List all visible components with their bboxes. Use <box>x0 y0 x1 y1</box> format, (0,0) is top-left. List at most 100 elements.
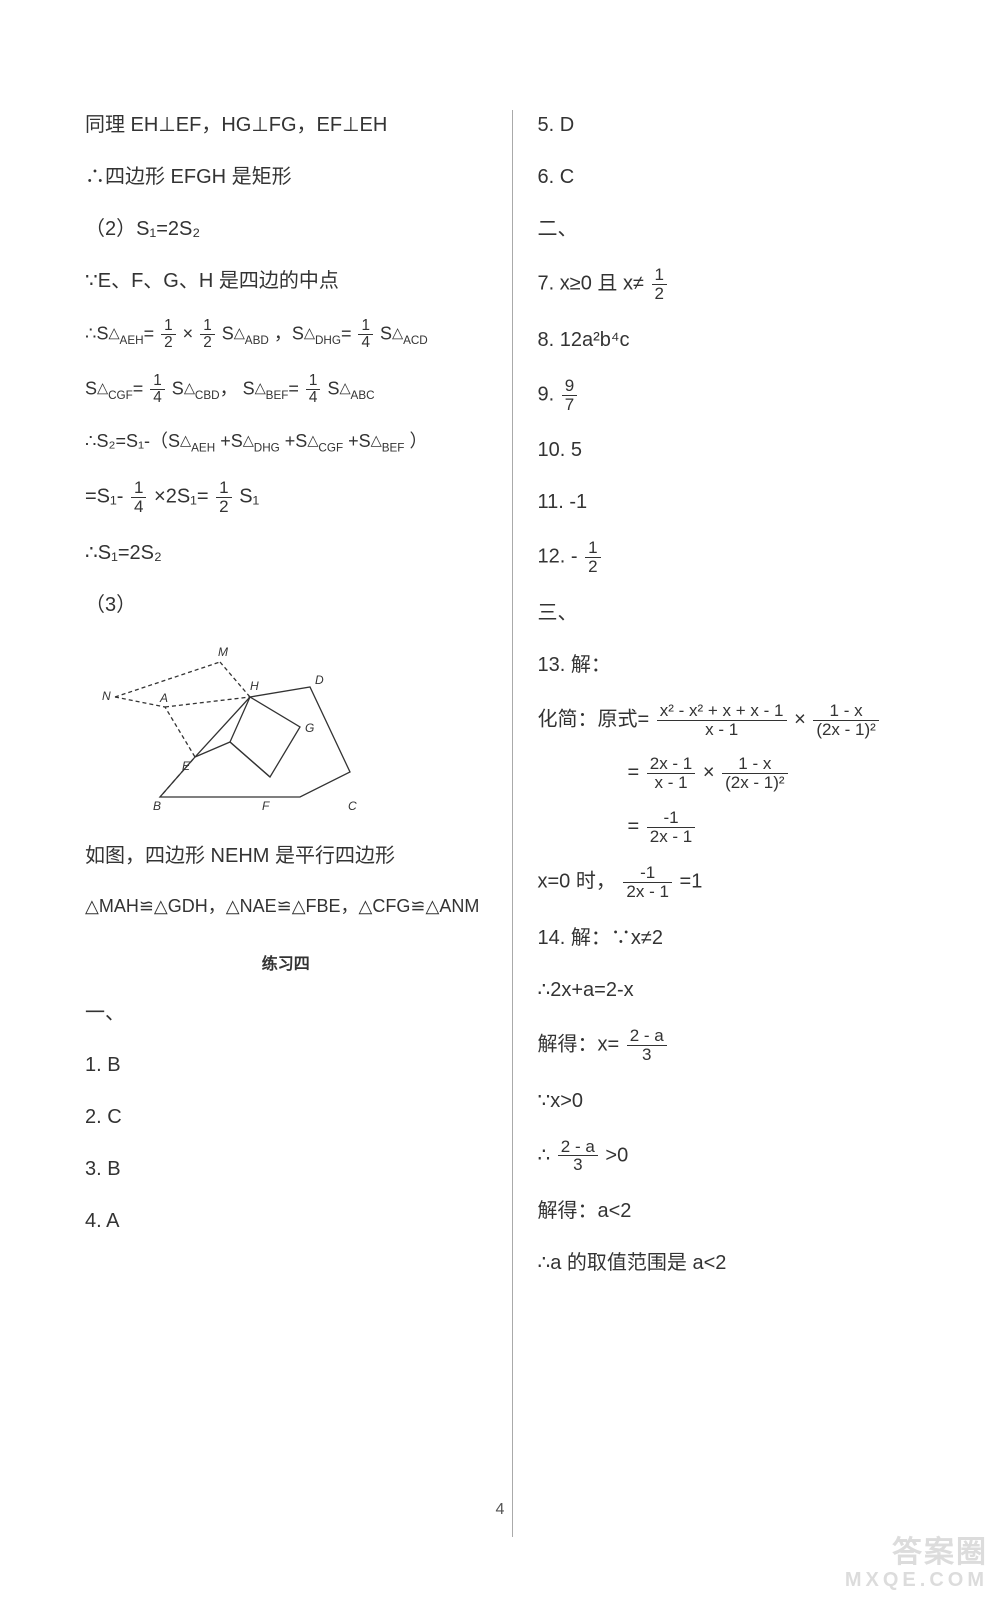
tok: 9. <box>538 383 560 405</box>
sub: CBD <box>195 389 220 402</box>
fig-label-c: C <box>348 799 357 812</box>
tok: ，S <box>274 323 304 343</box>
tok: x=0 时， <box>538 871 616 893</box>
text-line: ∴S₁=2S₂ <box>85 538 487 568</box>
tok: ） <box>409 431 427 451</box>
answer-line: 12. - 12 <box>538 539 941 576</box>
sub: ABD <box>245 334 269 347</box>
text-line: ∵x>0 <box>538 1086 941 1116</box>
num: 1 <box>585 539 600 558</box>
den: x - 1 <box>647 774 696 792</box>
sub: CGF <box>108 389 133 402</box>
text-line: ∴a 的取值范围是 a<2 <box>538 1248 941 1278</box>
sub: BEF <box>382 442 405 455</box>
answer-line: 2. C <box>85 1102 487 1132</box>
sub: BEF <box>266 389 289 402</box>
fig-label-n: N <box>102 689 111 703</box>
text-line: 同理 EH⊥EF，HG⊥FG，EF⊥EH <box>85 110 487 140</box>
num: -1 <box>647 809 696 828</box>
tok: ∴S <box>85 323 108 343</box>
section-heading: 一、 <box>85 998 487 1028</box>
den: 3 <box>558 1156 598 1174</box>
sub: DHG <box>315 334 341 347</box>
tok: × <box>794 709 806 731</box>
den: 2 <box>161 335 176 351</box>
tok: ×2S₁= <box>154 486 209 508</box>
answer-line: 11. -1 <box>538 487 941 517</box>
den: 3 <box>627 1046 667 1064</box>
den: x - 1 <box>657 721 787 739</box>
num: 2x - 1 <box>647 755 696 774</box>
right-column: 5. D 6. C 二、 7. x≥0 且 x≠ 12 8. 12a²b⁴c 9… <box>513 110 941 1537</box>
num: 1 <box>150 373 165 390</box>
tok: ∴ <box>538 1144 551 1166</box>
answer-line: 5. D <box>538 110 941 140</box>
tok: × <box>183 323 194 343</box>
answer-line: 3. B <box>85 1154 487 1184</box>
fig-label-b: B <box>153 799 161 812</box>
text-line: △MAH≌△GDH，△NAE≌△FBE，△CFG≌△ANM <box>85 893 487 920</box>
den: 2 <box>216 498 231 516</box>
page-number: 4 <box>496 1501 505 1519</box>
den: 2x - 1 <box>623 883 672 901</box>
tok: 7. x≥0 且 x≠ <box>538 273 644 295</box>
den: 4 <box>150 390 165 406</box>
num: 1 <box>306 373 321 390</box>
equation-line: = -12x - 1 <box>538 809 941 846</box>
den: 7 <box>562 396 577 414</box>
page: 同理 EH⊥EF，HG⊥FG，EF⊥EH ∴四边形 EFGH 是矩形 （2）S₁… <box>0 0 1000 1597</box>
sub: ABC <box>351 389 375 402</box>
fig-label-a: A <box>159 691 168 705</box>
tok: +S <box>348 431 371 451</box>
num: 1 <box>216 479 231 498</box>
equation-line: 化简：原式= x² - x² + x + x - 1x - 1 × 1 - x(… <box>538 702 941 739</box>
den: (2x - 1)² <box>722 774 788 792</box>
fig-label-f: F <box>262 799 270 812</box>
equation-line: 解得：x= 2 - a3 <box>538 1027 941 1064</box>
den: 2 <box>200 335 215 351</box>
equation-line: S△CGF= 14 S△CBD， S△BEF= 14 S△ABC <box>85 373 487 406</box>
text-line: ∵E、F、G、H 是四边的中点 <box>85 266 487 296</box>
fig-label-h: H <box>250 679 259 693</box>
text-line: ∴2x+a=2-x <box>538 975 941 1005</box>
text-line: 13. 解： <box>538 650 941 680</box>
equation-line: ∴S₂=S₁-（S△AEH +S△DHG +S△CGF +S△BEF ） <box>85 428 487 457</box>
den: 4 <box>358 335 373 351</box>
tok: =1 <box>680 871 703 893</box>
num: x² - x² + x + x - 1 <box>657 702 787 721</box>
equation-line: x=0 时， -12x - 1 =1 <box>538 864 941 901</box>
equation-line: ∴ 2 - a3 >0 <box>538 1138 941 1175</box>
exercise-title: 练习四 <box>85 950 487 974</box>
fig-label-m: M <box>218 645 228 659</box>
fig-label-g: G <box>305 721 314 735</box>
text-line: （2）S₁=2S₂ <box>85 214 487 244</box>
answer-line: 6. C <box>538 162 941 192</box>
num: 2 - a <box>627 1027 667 1046</box>
num: 1 - x <box>722 755 788 774</box>
geometry-figure: M N A H D E G B F C <box>100 642 487 817</box>
den: (2x - 1)² <box>813 721 879 739</box>
text-line: 解得：a<2 <box>538 1196 941 1226</box>
num: 9 <box>562 377 577 396</box>
den: 2 <box>585 558 600 576</box>
fig-label-e: E <box>182 759 191 773</box>
text-line: ∴四边形 EFGH 是矩形 <box>85 162 487 192</box>
tok: 化简：原式= <box>538 709 650 731</box>
columns: 同理 EH⊥EF，HG⊥FG，EF⊥EH ∴四边形 EFGH 是矩形 （2）S₁… <box>85 110 940 1537</box>
text-line: 如图，四边形 NEHM 是平行四边形 <box>85 841 487 871</box>
answer-line: 1. B <box>85 1050 487 1080</box>
num: 1 <box>131 479 146 498</box>
tok: +S <box>220 431 243 451</box>
equation-line: = 2x - 1x - 1 × 1 - x(2x - 1)² <box>538 755 941 792</box>
sub: DHG <box>254 442 280 455</box>
equation-line: ∴S△AEH= 12 × 12 S△ABD ，S△DHG= 14 S△ACD <box>85 318 487 351</box>
text-line: 14. 解：∵x≠2 <box>538 923 941 953</box>
watermark-line-2: MXQE.COM <box>845 1569 988 1591</box>
text-line: （3） <box>85 590 487 620</box>
tok: = <box>144 323 155 343</box>
section-heading: 三、 <box>538 598 941 628</box>
num: -1 <box>623 864 672 883</box>
num: 1 - x <box>813 702 879 721</box>
den: 4 <box>131 498 146 516</box>
num: 1 <box>200 318 215 335</box>
